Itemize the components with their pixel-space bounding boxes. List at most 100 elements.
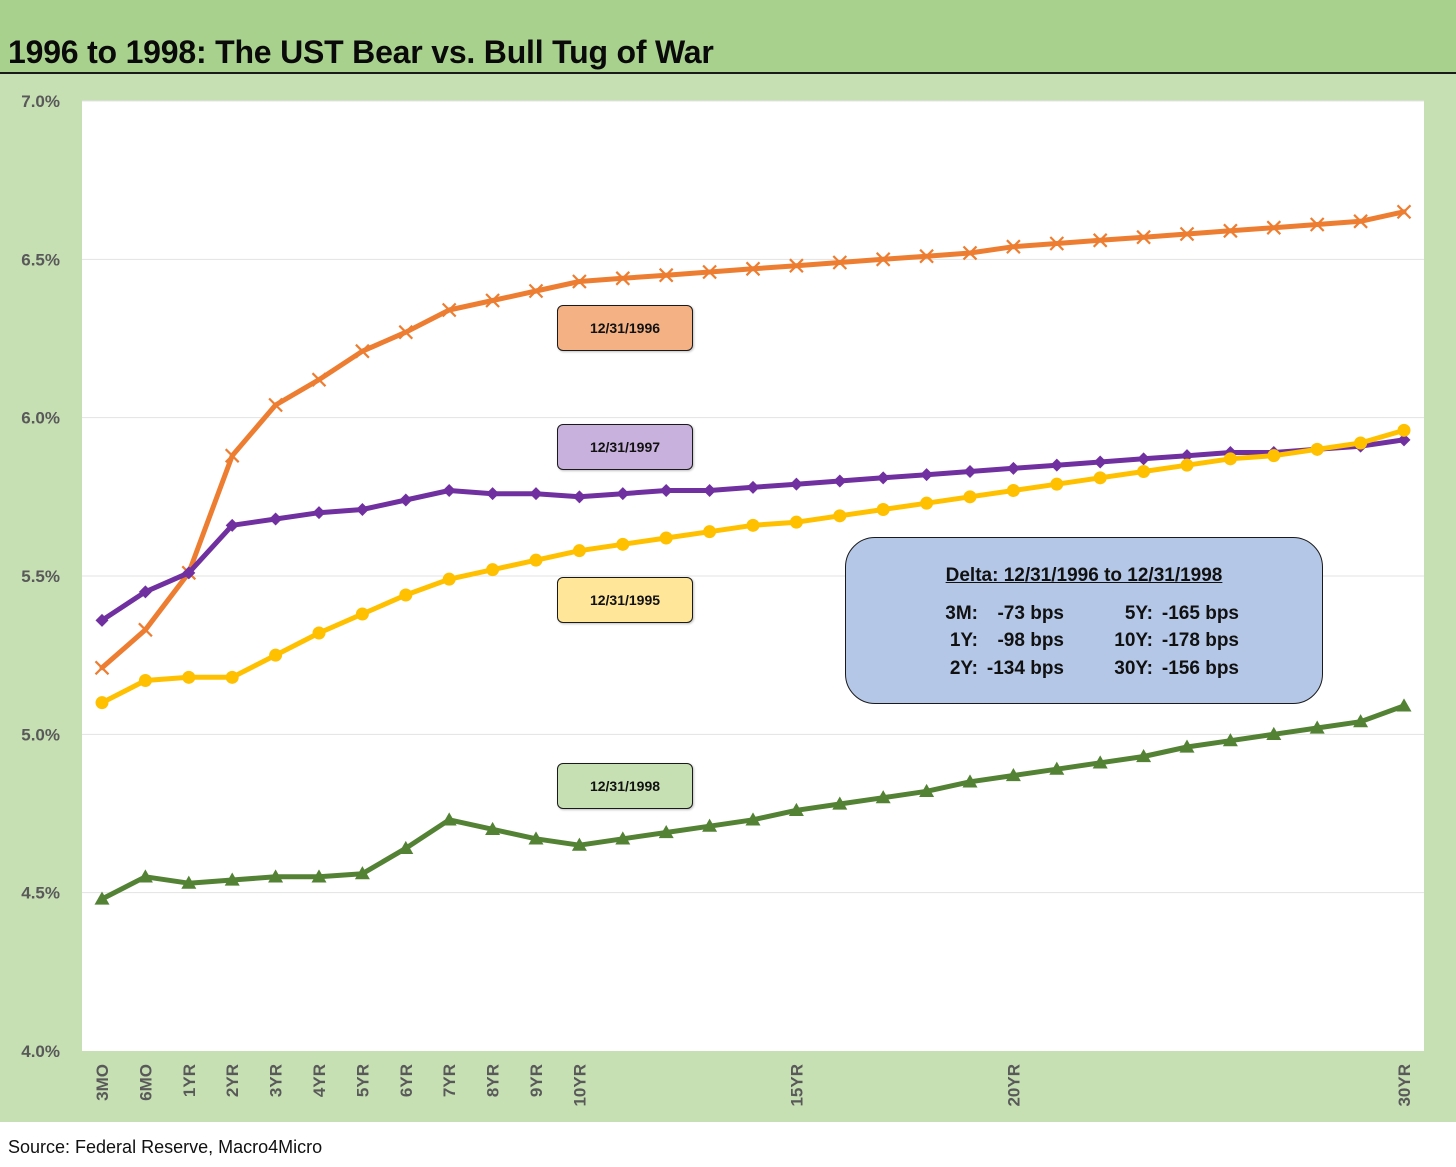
data-point-12-31-1995 — [1093, 471, 1107, 485]
data-point-12-31-1996 — [485, 293, 500, 308]
data-point-12-31-1996 — [962, 245, 978, 261]
data-point-12-31-1996 — [1049, 236, 1065, 251]
data-point-12-31-1997 — [1397, 433, 1411, 447]
data-point-12-31-1998 — [1092, 755, 1108, 769]
data-point-12-31-1997 — [876, 471, 890, 485]
data-point-12-31-1995 — [876, 503, 890, 516]
data-point-12-31-1995 — [616, 537, 630, 551]
x-tick-label: 2YR — [223, 1064, 242, 1097]
x-tick-label: 20YR — [1004, 1064, 1023, 1107]
delta-value: -156 bps — [1161, 658, 1239, 679]
delta-label: 3M: — [945, 603, 978, 624]
data-point-12-31-1998 — [1136, 749, 1152, 763]
delta-label: 1Y: — [949, 630, 978, 651]
data-point-12-31-1995 — [1267, 449, 1281, 463]
data-point-12-31-1998 — [875, 790, 891, 804]
series-tag-1998: 12/31/1998 — [557, 763, 693, 809]
data-point-12-31-1997 — [486, 487, 500, 501]
source-note: Source: Federal Reserve, Macro4Micro — [8, 1137, 323, 1157]
delta-annotation-box: Delta: 12/31/1996 to 12/31/1998 3M: -73 … — [845, 537, 1323, 704]
data-point-12-31-1995 — [269, 648, 283, 662]
data-point-12-31-1998 — [571, 837, 587, 851]
data-point-12-31-1996 — [1309, 217, 1325, 232]
y-tick-label: 7.0% — [21, 92, 60, 111]
delta-label: 30Y: — [1114, 658, 1153, 679]
data-point-12-31-1996 — [94, 660, 110, 676]
data-point-12-31-1998 — [1222, 733, 1238, 747]
series-tag-1996-label: 12/31/1996 — [589, 320, 661, 336]
data-point-12-31-1996 — [572, 274, 587, 289]
series-tag-1998-label: 12/31/1998 — [589, 778, 661, 794]
data-point-12-31-1997 — [746, 480, 760, 494]
y-tick-label: 6.5% — [21, 250, 60, 269]
data-point-12-31-1996 — [789, 258, 804, 273]
x-tick-label: 7YR — [440, 1064, 459, 1097]
x-tick-label: 10YR — [570, 1064, 589, 1107]
data-point-12-31-1996 — [528, 283, 544, 299]
data-point-12-31-1997 — [95, 613, 109, 627]
title-bar: 1996 to 1998: The UST Bear vs. Bull Tug … — [0, 0, 1456, 74]
data-point-12-31-1997 — [138, 585, 152, 599]
data-point-12-31-1996 — [1136, 229, 1151, 245]
data-point-12-31-1996 — [919, 248, 934, 264]
data-point-12-31-1998 — [962, 774, 978, 788]
data-point-12-31-1995 — [833, 509, 847, 523]
page-title: 1996 to 1998: The UST Bear vs. Bull Tug … — [8, 34, 714, 70]
data-point-12-31-1995 — [138, 674, 152, 687]
x-tick-label: 4YR — [310, 1064, 329, 1097]
data-point-12-31-1995 — [1050, 477, 1064, 491]
data-point-12-31-1995 — [1354, 436, 1368, 450]
data-point-12-31-1997 — [833, 474, 847, 488]
data-point-12-31-1998 — [441, 812, 457, 826]
data-point-12-31-1997 — [659, 484, 673, 497]
data-point-12-31-1995 — [789, 515, 803, 529]
data-point-12-31-1996 — [1006, 239, 1021, 254]
data-point-12-31-1998 — [832, 796, 848, 810]
data-point-12-31-1998 — [1266, 726, 1282, 740]
data-point-12-31-1998 — [224, 872, 240, 886]
series-tag-1995: 12/31/1995 — [557, 577, 693, 623]
data-point-12-31-1995 — [486, 563, 500, 577]
data-point-12-31-1996 — [702, 264, 717, 280]
y-tick-label: 6.0% — [21, 409, 60, 428]
data-point-12-31-1996 — [1353, 214, 1368, 229]
data-point-12-31-1996 — [615, 271, 631, 286]
data-point-12-31-1998 — [702, 818, 718, 832]
data-point-12-31-1995 — [659, 531, 673, 545]
data-point-12-31-1995 — [1223, 452, 1237, 466]
y-tick-label: 4.0% — [21, 1042, 60, 1061]
data-point-12-31-1998 — [94, 891, 110, 905]
x-tick-label: 1YR — [180, 1064, 199, 1097]
delta-label: 5Y: — [1124, 603, 1153, 624]
data-point-12-31-1996 — [138, 622, 153, 638]
x-tick-label: 5YR — [353, 1064, 372, 1097]
y-tick-label: 5.5% — [21, 567, 60, 586]
data-point-12-31-1996 — [398, 324, 414, 340]
data-point-12-31-1996 — [875, 252, 891, 267]
data-point-12-31-1997 — [1180, 449, 1194, 463]
data-point-12-31-1995 — [1397, 423, 1411, 437]
data-point-12-31-1997 — [572, 490, 586, 504]
delta-value: -73 bps — [997, 603, 1064, 624]
data-point-12-31-1995 — [1006, 484, 1020, 497]
data-point-12-31-1996 — [658, 267, 674, 283]
data-point-12-31-1998 — [485, 821, 501, 835]
data-point-12-31-1996 — [268, 397, 283, 413]
data-point-12-31-1998 — [658, 825, 674, 839]
data-point-12-31-1997 — [182, 566, 196, 580]
x-tick-label: 15YR — [787, 1064, 806, 1107]
data-point-12-31-1997 — [269, 512, 283, 526]
data-point-12-31-1998 — [919, 783, 935, 797]
x-tick-label: 9YR — [527, 1064, 546, 1097]
data-point-12-31-1997 — [442, 484, 456, 497]
data-point-12-31-1996 — [1223, 223, 1238, 239]
x-tick-label: 30YR — [1395, 1064, 1414, 1107]
data-point-12-31-1997 — [1050, 458, 1064, 472]
data-point-12-31-1997 — [225, 518, 239, 532]
data-point-12-31-1995 — [703, 525, 717, 539]
x-tick-label: 8YR — [484, 1064, 503, 1097]
data-point-12-31-1998 — [745, 812, 761, 826]
data-point-12-31-1998 — [788, 802, 804, 816]
data-point-12-31-1997 — [1137, 452, 1151, 466]
data-point-12-31-1998 — [1396, 698, 1412, 712]
